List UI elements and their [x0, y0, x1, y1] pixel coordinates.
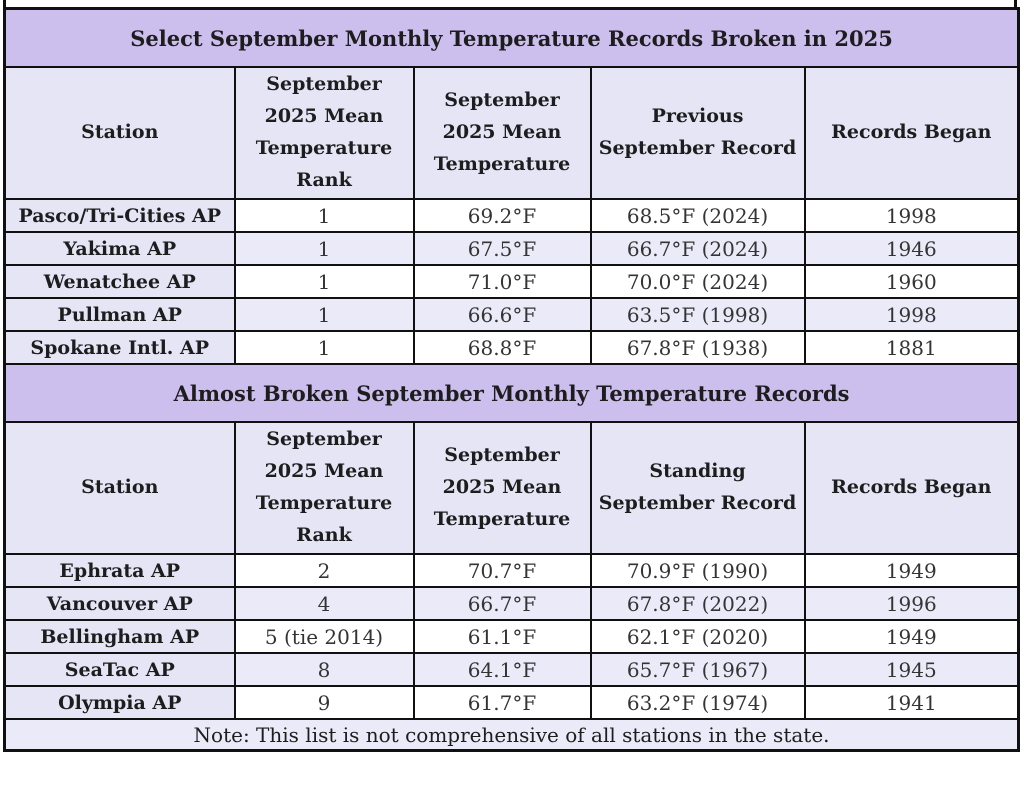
- station-cell: Pullman AP: [3, 297, 236, 332]
- record-cell: 63.5°F (1998): [589, 297, 806, 332]
- record-cell: 66.7°F (2024): [589, 231, 806, 266]
- mean-temp-cell: 64.1°F: [412, 652, 592, 687]
- records-began-cell: 1941: [803, 685, 1020, 720]
- record-cell: 63.2°F (1974): [589, 685, 806, 720]
- table-row: Olympia AP 9 61.7°F 63.2°F (1974) 1941: [3, 685, 1020, 720]
- records-began-cell: 1996: [803, 586, 1020, 621]
- mean-temp-cell: 66.6°F: [412, 297, 592, 332]
- table-row: Pasco/Tri-Cities AP 1 69.2°F 68.5°F (202…: [3, 198, 1020, 233]
- rank-cell: 4: [233, 586, 415, 621]
- top-left-border-remnant: [3, 0, 6, 8]
- mean-temp-cell: 61.1°F: [412, 619, 592, 654]
- col-header-mean-temp: September 2025 Mean Temperature: [412, 421, 592, 555]
- col-header-station: Station: [3, 66, 236, 200]
- col-header-previous-record: Previous September Record: [589, 66, 806, 200]
- col-header-mean-temp: September 2025 Mean Temperature: [412, 66, 592, 200]
- temperature-records-table: Select September Monthly Temperature Rec…: [3, 7, 1021, 752]
- table-row: Bellingham AP 5 (tie 2014) 61.1°F 62.1°F…: [3, 619, 1020, 654]
- rank-cell: 1: [233, 297, 415, 332]
- records-began-cell: 1949: [803, 619, 1020, 654]
- station-cell: Vancouver AP: [3, 586, 236, 621]
- note-row: Note: This list is not comprehensive of …: [3, 718, 1020, 752]
- records-began-cell: 1998: [803, 297, 1020, 332]
- col-header-records-began: Records Began: [803, 421, 1020, 555]
- records-began-cell: 1945: [803, 652, 1020, 687]
- header-row-almost: Station September 2025 Mean Temperature …: [3, 421, 1020, 555]
- records-began-cell: 1946: [803, 231, 1020, 266]
- header-row-broken: Station September 2025 Mean Temperature …: [3, 66, 1020, 200]
- table-row: Spokane Intl. AP 1 68.8°F 67.8°F (1938) …: [3, 330, 1020, 365]
- table-row: Vancouver AP 4 66.7°F 67.8°F (2022) 1996: [3, 586, 1020, 621]
- mean-temp-cell: 66.7°F: [412, 586, 592, 621]
- col-header-rank: September 2025 Mean Temperature Rank: [233, 421, 415, 555]
- record-cell: 65.7°F (1967): [589, 652, 806, 687]
- col-header-station: Station: [3, 421, 236, 555]
- section-title-almost: Almost Broken September Monthly Temperat…: [3, 363, 1020, 423]
- record-cell: 62.1°F (2020): [589, 619, 806, 654]
- mean-temp-cell: 71.0°F: [412, 264, 592, 299]
- rank-cell: 1: [233, 231, 415, 266]
- station-cell: Spokane Intl. AP: [3, 330, 236, 365]
- station-cell: Bellingham AP: [3, 619, 236, 654]
- record-cell: 67.8°F (1938): [589, 330, 806, 365]
- record-cell: 70.0°F (2024): [589, 264, 806, 299]
- rank-cell: 5 (tie 2014): [233, 619, 415, 654]
- mean-temp-cell: 70.7°F: [412, 553, 592, 588]
- table-row: Yakima AP 1 67.5°F 66.7°F (2024) 1946: [3, 231, 1020, 266]
- station-cell: SeaTac AP: [3, 652, 236, 687]
- note-text: Note: This list is not comprehensive of …: [3, 718, 1020, 752]
- rank-cell: 1: [233, 198, 415, 233]
- section-title-broken: Select September Monthly Temperature Rec…: [3, 7, 1020, 68]
- section-title-row-broken: Select September Monthly Temperature Rec…: [3, 7, 1020, 68]
- table-row: Wenatchee AP 1 71.0°F 70.0°F (2024) 1960: [3, 264, 1020, 299]
- records-began-cell: 1881: [803, 330, 1020, 365]
- mean-temp-cell: 68.8°F: [412, 330, 592, 365]
- table-row: Ephrata AP 2 70.7°F 70.9°F (1990) 1949: [3, 553, 1020, 588]
- station-cell: Ephrata AP: [3, 553, 236, 588]
- mean-temp-cell: 61.7°F: [412, 685, 592, 720]
- station-cell: Pasco/Tri-Cities AP: [3, 198, 236, 233]
- table-row: Pullman AP 1 66.6°F 63.5°F (1998) 1998: [3, 297, 1020, 332]
- rank-cell: 8: [233, 652, 415, 687]
- station-cell: Yakima AP: [3, 231, 236, 266]
- record-cell: 68.5°F (2024): [589, 198, 806, 233]
- table-row: SeaTac AP 8 64.1°F 65.7°F (1967) 1945: [3, 652, 1020, 687]
- mean-temp-cell: 69.2°F: [412, 198, 592, 233]
- rank-cell: 2: [233, 553, 415, 588]
- rank-cell: 1: [233, 264, 415, 299]
- rank-cell: 1: [233, 330, 415, 365]
- station-cell: Olympia AP: [3, 685, 236, 720]
- top-right-border-remnant: [1014, 0, 1017, 8]
- col-header-standing-record: Standing September Record: [589, 421, 806, 555]
- mean-temp-cell: 67.5°F: [412, 231, 592, 266]
- section-title-row-almost: Almost Broken September Monthly Temperat…: [3, 363, 1020, 423]
- rank-cell: 9: [233, 685, 415, 720]
- col-header-rank: September 2025 Mean Temperature Rank: [233, 66, 415, 200]
- station-cell: Wenatchee AP: [3, 264, 236, 299]
- records-began-cell: 1960: [803, 264, 1020, 299]
- records-began-cell: 1949: [803, 553, 1020, 588]
- record-cell: 67.8°F (2022): [589, 586, 806, 621]
- col-header-records-began: Records Began: [803, 66, 1020, 200]
- records-began-cell: 1998: [803, 198, 1020, 233]
- record-cell: 70.9°F (1990): [589, 553, 806, 588]
